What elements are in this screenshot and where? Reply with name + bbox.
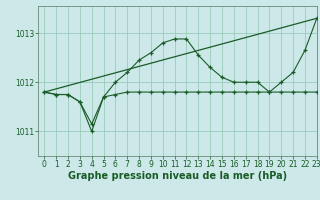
X-axis label: Graphe pression niveau de la mer (hPa): Graphe pression niveau de la mer (hPa) [68,171,287,181]
